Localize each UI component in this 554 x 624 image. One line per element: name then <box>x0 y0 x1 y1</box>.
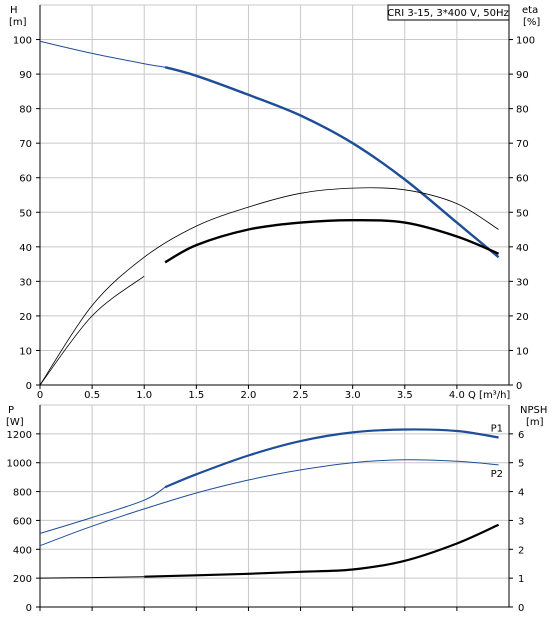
upper-right-tick-label: 90 <box>516 70 529 81</box>
upper-left-tick-label: 100 <box>13 36 32 47</box>
annotation-text: CRI 3-15, 3*400 V, 50Hz <box>387 8 508 19</box>
lower-left-tick-label: 1000 <box>7 459 32 470</box>
upper-x-tick-label: 2.5 <box>293 390 309 401</box>
upper-right-tick-label: 30 <box>516 277 529 288</box>
lower-right-tick-label: 5 <box>518 459 524 470</box>
upper-x-tick-label: 1.0 <box>136 390 152 401</box>
power-axis-unit: [W] <box>6 417 24 428</box>
upper-x-tick-label: 4.0 <box>449 390 465 401</box>
p1-curve-thin <box>39 486 166 534</box>
upper-right-tick-label: 10 <box>516 346 529 357</box>
power-axis-title: P <box>8 405 14 416</box>
lower-right-tick-label: 3 <box>518 516 524 527</box>
lower-right-tick-label: 6 <box>518 430 524 441</box>
upper-x-tick-label: 2.0 <box>240 390 256 401</box>
upper-left-tick-label: 60 <box>19 174 32 185</box>
lower-plot-background <box>40 405 509 607</box>
lower-right-tick-label: 2 <box>518 545 524 556</box>
upper-right-tick-label: 60 <box>516 174 529 185</box>
upper-left-tick-label: 30 <box>19 277 32 288</box>
upper-left-tick-label: 70 <box>19 139 32 150</box>
lower-left-tick-label: 800 <box>13 488 32 499</box>
lower-left-tick-label: 400 <box>13 545 32 556</box>
upper-right-tick-label: 80 <box>516 105 529 116</box>
head-curve-thin <box>39 40 166 68</box>
npsh-axis-title: NPSH <box>520 405 547 416</box>
upper-left-tick-label: 20 <box>19 312 32 323</box>
upper-left-tick-label: 50 <box>19 208 32 219</box>
left-axis-title: H <box>10 5 18 16</box>
upper-x-tick-label: 0 <box>37 390 43 401</box>
upper-x-tick-label: 0.5 <box>84 390 100 401</box>
upper-left-tick-label: 80 <box>19 105 32 116</box>
upper-left-tick-label: 0 <box>26 381 32 392</box>
p1-curve <box>164 428 499 489</box>
p2-curve <box>39 459 499 547</box>
eta-curve-thin-2 <box>39 275 145 386</box>
upper-left-tick-label: 10 <box>19 346 32 357</box>
x-axis-label: Q [m³/h] <box>468 390 510 401</box>
lower-left-tick-label: 600 <box>13 516 32 527</box>
lower-right-tick-label: 0 <box>518 603 524 614</box>
left-axis-unit: [m] <box>9 17 27 28</box>
lower-left-tick-label: 0 <box>26 603 32 614</box>
eta-curve-bold <box>164 218 500 264</box>
annotation-box <box>387 4 510 21</box>
head-curve <box>164 66 500 259</box>
npsh-curve-thin <box>39 576 145 579</box>
lower-right-tick-label: 1 <box>518 574 524 585</box>
upper-x-tick-label: 3.5 <box>397 390 413 401</box>
lower-plot: 0 200 400 600 800 1000 1200 0 1 2 3 4 5 6 P[W] NPSH[m] P… <box>6 404 547 614</box>
upper-right-tick-label: 40 <box>516 243 529 254</box>
upper-right-tick-label: 70 <box>516 139 529 150</box>
upper-right-tick-label: 0 <box>516 381 522 392</box>
npsh-curve <box>144 523 500 578</box>
upper-left-tick-label: 40 <box>19 243 32 254</box>
right-axis-unit: [%] <box>523 17 540 28</box>
p2-label: P2 <box>491 469 503 480</box>
eta-curve-thin <box>39 187 499 386</box>
lower-right-tick-label: 4 <box>518 488 524 499</box>
p1-label: P1 <box>491 423 503 434</box>
upper-x-tick-label: 1.5 <box>188 390 204 401</box>
upper-left-tick-label: 90 <box>19 70 32 81</box>
upper-right-tick-label: 20 <box>516 312 529 323</box>
upper-right-tick-label: 100 <box>516 36 535 47</box>
lower-left-tick-label: 200 <box>13 574 32 585</box>
npsh-axis-unit: [m] <box>526 417 544 428</box>
right-axis-title: eta <box>522 5 538 16</box>
upper-plot-background <box>40 5 509 385</box>
lower-left-tick-label: 1200 <box>7 430 32 441</box>
upper-right-tick-label: 50 <box>516 208 529 219</box>
upper-x-tick-label: 3.0 <box>345 390 361 401</box>
upper-plot: 0 10 20 30 40 50 60 70 80 90 100 0 10 20 30 40 50 60 70 80 9… <box>9 4 540 401</box>
